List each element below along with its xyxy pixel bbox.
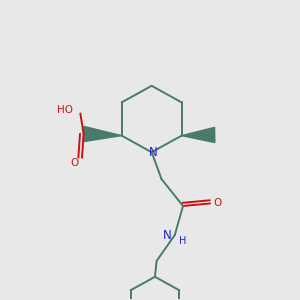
Text: HO: HO — [58, 105, 74, 115]
Text: H: H — [179, 236, 187, 246]
Text: O: O — [70, 158, 79, 168]
Text: O: O — [214, 198, 222, 208]
Polygon shape — [182, 128, 215, 142]
Polygon shape — [83, 127, 122, 142]
Text: N: N — [149, 146, 158, 159]
Text: N: N — [163, 229, 172, 242]
